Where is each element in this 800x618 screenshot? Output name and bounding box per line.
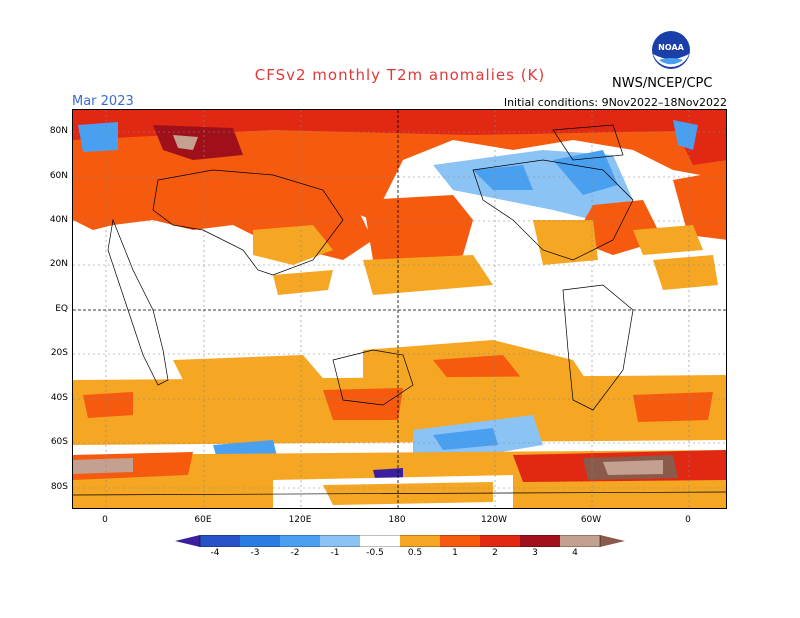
colorbar-label: -1 <box>330 548 340 558</box>
lat-label: 20S <box>50 348 68 358</box>
noaa-logo: NOAA <box>652 31 690 69</box>
noaa-logo-text: NOAA <box>658 43 684 52</box>
colorbar-label: 1 <box>452 548 458 558</box>
lat-label: 40S <box>50 393 68 403</box>
colorbar-segment <box>320 535 360 547</box>
colorbar-label: -3 <box>250 548 260 558</box>
colorbar-label: 4 <box>572 548 578 558</box>
coastlines <box>73 124 726 496</box>
forecast-month: Mar 2023 <box>72 94 134 109</box>
lon-label: 180 <box>388 515 406 525</box>
lon-label: 0 <box>102 515 108 525</box>
colorbar-segment <box>200 535 240 547</box>
colorbar-label: -0.5 <box>366 548 384 558</box>
agency-label: NWS/NCEP/CPC <box>612 76 713 91</box>
colorbar-label: 0.5 <box>407 548 423 558</box>
colorbar-segment <box>600 535 625 547</box>
colorbar-segment <box>280 535 320 547</box>
lon-label: 0 <box>685 515 691 525</box>
colorbar <box>175 535 625 547</box>
colorbar-segment <box>480 535 520 547</box>
colorbar-segment <box>360 535 400 547</box>
lat-label: EQ <box>55 304 68 314</box>
colorbar-segment <box>560 535 600 547</box>
colorbar-segment <box>520 535 560 547</box>
colorbar-segment <box>400 535 440 547</box>
lat-label: 20N <box>49 259 68 269</box>
initial-conditions: Initial conditions: 9Nov2022–18Nov2022 <box>503 96 727 109</box>
colorbar-label: 3 <box>532 548 538 558</box>
lon-label: 60E <box>194 515 212 525</box>
colorbar-segment <box>175 535 200 547</box>
lat-label: 80N <box>49 126 68 136</box>
lat-label: 60N <box>49 171 68 181</box>
colorbar-label: 2 <box>492 548 498 558</box>
lon-label: 120W <box>480 515 508 525</box>
colorbar-label: -2 <box>290 548 300 558</box>
colorbar-segment <box>440 535 480 547</box>
lat-label: 80S <box>50 482 68 492</box>
colorbar-segment <box>240 535 280 547</box>
chart-title: CFSv2 monthly T2m anomalies (K) <box>254 66 546 84</box>
colorbar-label: -4 <box>210 548 220 558</box>
lat-label: 60S <box>50 437 68 447</box>
lon-label: 120E <box>288 515 312 525</box>
north-pacific-warm-region <box>363 195 473 270</box>
lat-label: 40N <box>49 215 68 225</box>
anomaly-map <box>72 109 727 509</box>
lon-label: 60W <box>580 515 602 525</box>
